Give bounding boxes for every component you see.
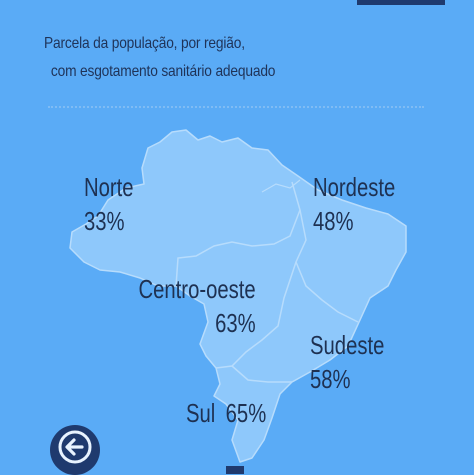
region-centro-oeste-name: Centro-oeste <box>138 274 256 304</box>
region-sul: Sul 65% <box>186 396 266 430</box>
title-divider <box>48 106 424 108</box>
region-sudeste-value: 58% <box>310 364 351 394</box>
region-norte-name: Norte <box>84 172 134 202</box>
region-sul-value: 65% <box>225 398 267 428</box>
arrow-left-icon <box>58 430 92 464</box>
title-line-2: com esgotamento sanitário adequado <box>50 63 276 80</box>
title-line-1: Parcela da população, por região, <box>44 35 245 52</box>
region-border-norte <box>175 181 301 287</box>
top-tab <box>357 0 445 5</box>
region-border-sul <box>231 365 292 383</box>
region-nordeste: Nordeste 48% <box>313 170 395 238</box>
amazon-river <box>261 179 301 193</box>
region-norte: Norte 33% <box>84 170 134 238</box>
region-centro-oeste: Centro-oeste 63% <box>134 272 256 340</box>
region-nordeste-value: 48% <box>313 206 354 236</box>
page-title: Parcela da população, por região, com es… <box>44 30 388 86</box>
region-nordeste-name: Nordeste <box>313 172 396 202</box>
region-norte-value: 33% <box>84 206 125 236</box>
back-button[interactable] <box>50 425 100 475</box>
bottom-tab <box>226 466 244 474</box>
region-sudeste: Sudeste 58% <box>310 328 384 396</box>
brazil-outline <box>69 129 407 463</box>
region-border-nordeste <box>295 209 359 323</box>
region-centro-oeste-value: 63% <box>215 308 256 338</box>
region-sul-name: Sul <box>186 398 216 428</box>
region-sudeste-name: Sudeste <box>310 330 385 360</box>
